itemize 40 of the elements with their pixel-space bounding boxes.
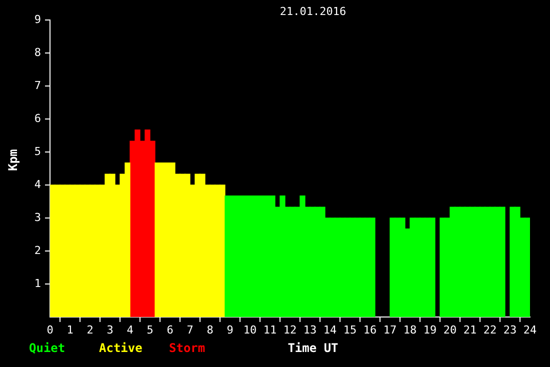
x-tick-label: 21 (463, 323, 477, 336)
x-tick-label: 8 (206, 323, 214, 336)
y-tick-label: 2 (34, 244, 41, 257)
x-tick-label: 7 (186, 323, 194, 336)
x-tick-label: 6 (166, 323, 174, 336)
x-tick-label: 12 (283, 323, 297, 336)
text: Quiet (29, 341, 66, 355)
y-tick-label: 4 (34, 178, 42, 191)
x-tick-label: 16 (363, 323, 377, 336)
x-tick-label: 10 (243, 323, 257, 336)
x-tick-label: 15 (343, 323, 357, 336)
y-tick-label: 1 (34, 276, 41, 290)
y-tick-label: 8 (34, 46, 41, 59)
x-tick-label: 23 (503, 323, 517, 336)
chart-title: 21.01.2016 (280, 5, 346, 18)
y-tick-label: 9 (34, 12, 41, 26)
text: Storm (169, 341, 206, 355)
x-tick-label: 4 (126, 323, 134, 336)
series-label: Active (99, 341, 142, 355)
y-axis-title: Kpm (6, 149, 20, 171)
y-tick-label: 3 (34, 210, 41, 224)
x-tick-label: 17 (383, 323, 397, 336)
y-tick-label: 5 (34, 144, 41, 158)
x-tick-label: 13 (303, 323, 317, 336)
x-tick-label: 0 (46, 323, 54, 336)
y-tick-label: 7 (34, 78, 41, 92)
x-tick-label: 2 (86, 323, 94, 336)
y-tick-label: 6 (34, 112, 41, 125)
x-axis-title: Time UT (288, 341, 338, 355)
x-tick-label: 14 (323, 323, 337, 336)
x-tick-label: 20 (443, 323, 457, 336)
x-tick-label: 1 (66, 323, 74, 336)
x-tick-label: 18 (403, 323, 417, 336)
x-tick-label: 3 (106, 323, 114, 336)
x-tick-label: 11 (263, 323, 277, 336)
x-tick-label: 5 (146, 323, 154, 336)
x-tick-label: 19 (423, 323, 437, 336)
x-tick-label: 24 (523, 323, 537, 336)
x-tick-label: 9 (226, 323, 234, 336)
x-tick-label: 22 (483, 323, 497, 336)
